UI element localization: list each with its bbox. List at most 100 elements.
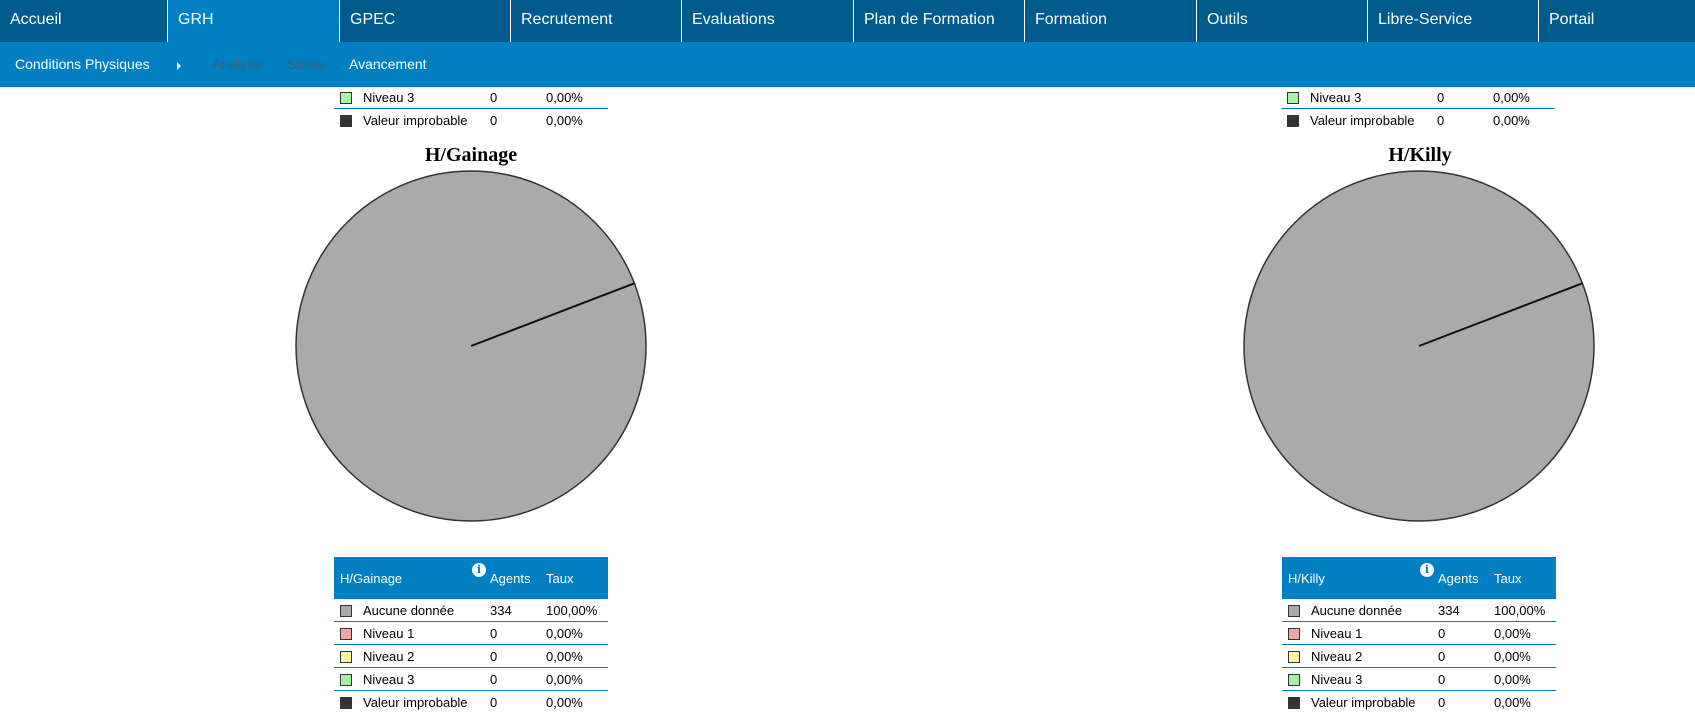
table-header: H/Killy i Agents Taux bbox=[1282, 557, 1556, 599]
subnav-analyse: Analyse bbox=[212, 56, 262, 72]
right-stat-table: H/Killy i Agents Taux Aucune donnée 334 … bbox=[1282, 557, 1556, 713]
legend-swatch bbox=[1287, 92, 1299, 105]
table-row: Aucune donnée 334 100,00% bbox=[334, 599, 608, 622]
table-row: Valeur improbable 0 0,00% bbox=[1281, 109, 1555, 132]
nav-item-gpec[interactable]: GPEC bbox=[340, 0, 511, 42]
table-header: H/Gainage i Agents Taux bbox=[334, 557, 608, 599]
row-taux: 0,00% bbox=[1493, 112, 1530, 128]
row-label: Aucune donnée bbox=[1311, 599, 1438, 622]
table-row: Niveau 3 0 0,00% bbox=[1281, 86, 1555, 109]
legend-swatch bbox=[1288, 651, 1300, 664]
legend-swatch bbox=[1288, 628, 1300, 641]
row-taux: 0,00% bbox=[546, 667, 608, 691]
row-agents: 0 bbox=[1438, 644, 1494, 668]
row-agents: 0 bbox=[490, 694, 498, 710]
legend-swatch bbox=[340, 697, 352, 710]
row-agents: 0 bbox=[1437, 112, 1445, 128]
row-agents: 0 bbox=[1438, 667, 1494, 691]
legend-swatch bbox=[1288, 674, 1300, 687]
row-agents: 0 bbox=[490, 644, 546, 668]
col-taux-header: Taux bbox=[1494, 570, 1522, 586]
legend-swatch bbox=[340, 674, 352, 687]
table-row: Valeur improbable 0 0,00% bbox=[334, 691, 608, 714]
info-icon[interactable]: i bbox=[472, 563, 486, 577]
row-taux: 0,00% bbox=[546, 644, 608, 668]
row-label: Niveau 1 bbox=[363, 621, 490, 645]
row-agents: 0 bbox=[490, 667, 546, 691]
legend-swatch bbox=[340, 115, 352, 128]
right-top-legend-table: Niveau 3 0 0,00% Valeur improbable 0 0,0… bbox=[1281, 86, 1555, 131]
row-taux: 100,00% bbox=[1494, 599, 1556, 622]
col-taux-header: Taux bbox=[546, 570, 574, 586]
table-row: Niveau 1 0 0,00% bbox=[1282, 621, 1556, 645]
row-taux: 0,00% bbox=[546, 621, 608, 645]
table-row: Niveau 2 0 0,00% bbox=[334, 644, 608, 668]
col-agents-header: Agents bbox=[490, 570, 531, 586]
row-taux: 0,00% bbox=[546, 86, 608, 109]
row-agents: 0 bbox=[1437, 86, 1493, 109]
row-label: Niveau 3 bbox=[1310, 86, 1437, 109]
pie-chart bbox=[1243, 170, 1595, 522]
pie-slice-edge bbox=[1418, 282, 1583, 347]
row-agents: 0 bbox=[1438, 621, 1494, 645]
pie-chart bbox=[295, 170, 647, 522]
sub-navigation: Conditions Physiques Analyse Saisie Avan… bbox=[0, 42, 1695, 87]
nav-item-portail[interactable]: Portail bbox=[1549, 11, 1595, 28]
row-agents: 0 bbox=[1438, 694, 1446, 710]
row-agents: 334 bbox=[490, 599, 546, 622]
caret-right-icon bbox=[177, 62, 181, 70]
row-taux: 0,00% bbox=[1494, 621, 1556, 645]
row-label: Aucune donnée bbox=[363, 599, 490, 622]
table-title: H/Killy bbox=[1288, 570, 1325, 586]
top-navigation: Accueil GRH GPEC Recrutement Evaluations… bbox=[0, 0, 1695, 42]
legend-swatch bbox=[340, 92, 352, 105]
nav-item-recrutement[interactable]: Recrutement bbox=[511, 0, 682, 42]
row-label: Niveau 3 bbox=[363, 667, 490, 691]
pie-slice-edge bbox=[470, 282, 635, 347]
row-label: Niveau 3 bbox=[1311, 667, 1438, 691]
table-row: Niveau 3 0 0,00% bbox=[334, 86, 608, 109]
legend-swatch bbox=[1287, 115, 1299, 128]
row-agents: 334 bbox=[1438, 599, 1494, 622]
row-agents: 0 bbox=[490, 621, 546, 645]
row-label: Niveau 1 bbox=[1311, 621, 1438, 645]
nav-item-grh[interactable]: GRH bbox=[168, 0, 340, 42]
row-taux: 0,00% bbox=[546, 694, 583, 710]
col-agents-header: Agents bbox=[1438, 570, 1479, 586]
nav-item-accueil[interactable]: Accueil bbox=[0, 0, 168, 42]
row-label: Niveau 2 bbox=[363, 644, 490, 668]
left-stat-table: H/Gainage i Agents Taux Aucune donnée 33… bbox=[334, 557, 608, 713]
subnav-saisie: Saisie bbox=[287, 56, 326, 72]
table-row: Valeur improbable 0 0,00% bbox=[334, 109, 608, 132]
row-label: Valeur improbable bbox=[363, 694, 468, 710]
row-taux: 0,00% bbox=[1494, 644, 1556, 668]
row-label: Valeur improbable bbox=[1311, 694, 1416, 710]
table-row: Valeur improbable 0 0,00% bbox=[1282, 691, 1556, 714]
nav-item-libre-service[interactable]: Libre-Service bbox=[1368, 0, 1539, 42]
table-row: Niveau 1 0 0,00% bbox=[334, 621, 608, 645]
row-label: Valeur improbable bbox=[1310, 112, 1415, 128]
table-row: Aucune donnée 334 100,00% bbox=[1282, 599, 1556, 622]
chart-title: H/Gainage bbox=[424, 144, 518, 166]
row-taux: 100,00% bbox=[546, 599, 608, 622]
table-row: Niveau 3 0 0,00% bbox=[334, 667, 608, 691]
info-icon[interactable]: i bbox=[1420, 563, 1434, 577]
legend-swatch bbox=[1288, 697, 1300, 710]
subnav-avancement[interactable]: Avancement bbox=[349, 56, 427, 72]
nav-item-formation[interactable]: Formation bbox=[1025, 0, 1197, 42]
row-label: Niveau 3 bbox=[363, 86, 490, 109]
row-label: Niveau 2 bbox=[1311, 644, 1438, 668]
legend-swatch bbox=[1288, 605, 1300, 618]
subnav-conditions-physiques[interactable]: Conditions Physiques bbox=[15, 56, 150, 72]
legend-swatch bbox=[340, 651, 352, 664]
nav-item-evaluations[interactable]: Evaluations bbox=[682, 0, 854, 42]
legend-swatch bbox=[340, 628, 352, 641]
row-agents: 0 bbox=[490, 86, 546, 109]
table-row: Niveau 3 0 0,00% bbox=[1282, 667, 1556, 691]
chart-title: H/Killy bbox=[1388, 144, 1452, 166]
row-taux: 0,00% bbox=[1493, 86, 1555, 109]
nav-item-outils[interactable]: Outils bbox=[1197, 0, 1368, 42]
row-taux: 0,00% bbox=[546, 112, 583, 128]
table-row: Niveau 2 0 0,00% bbox=[1282, 644, 1556, 668]
nav-item-plan-de-formation[interactable]: Plan de Formation bbox=[854, 0, 1025, 42]
